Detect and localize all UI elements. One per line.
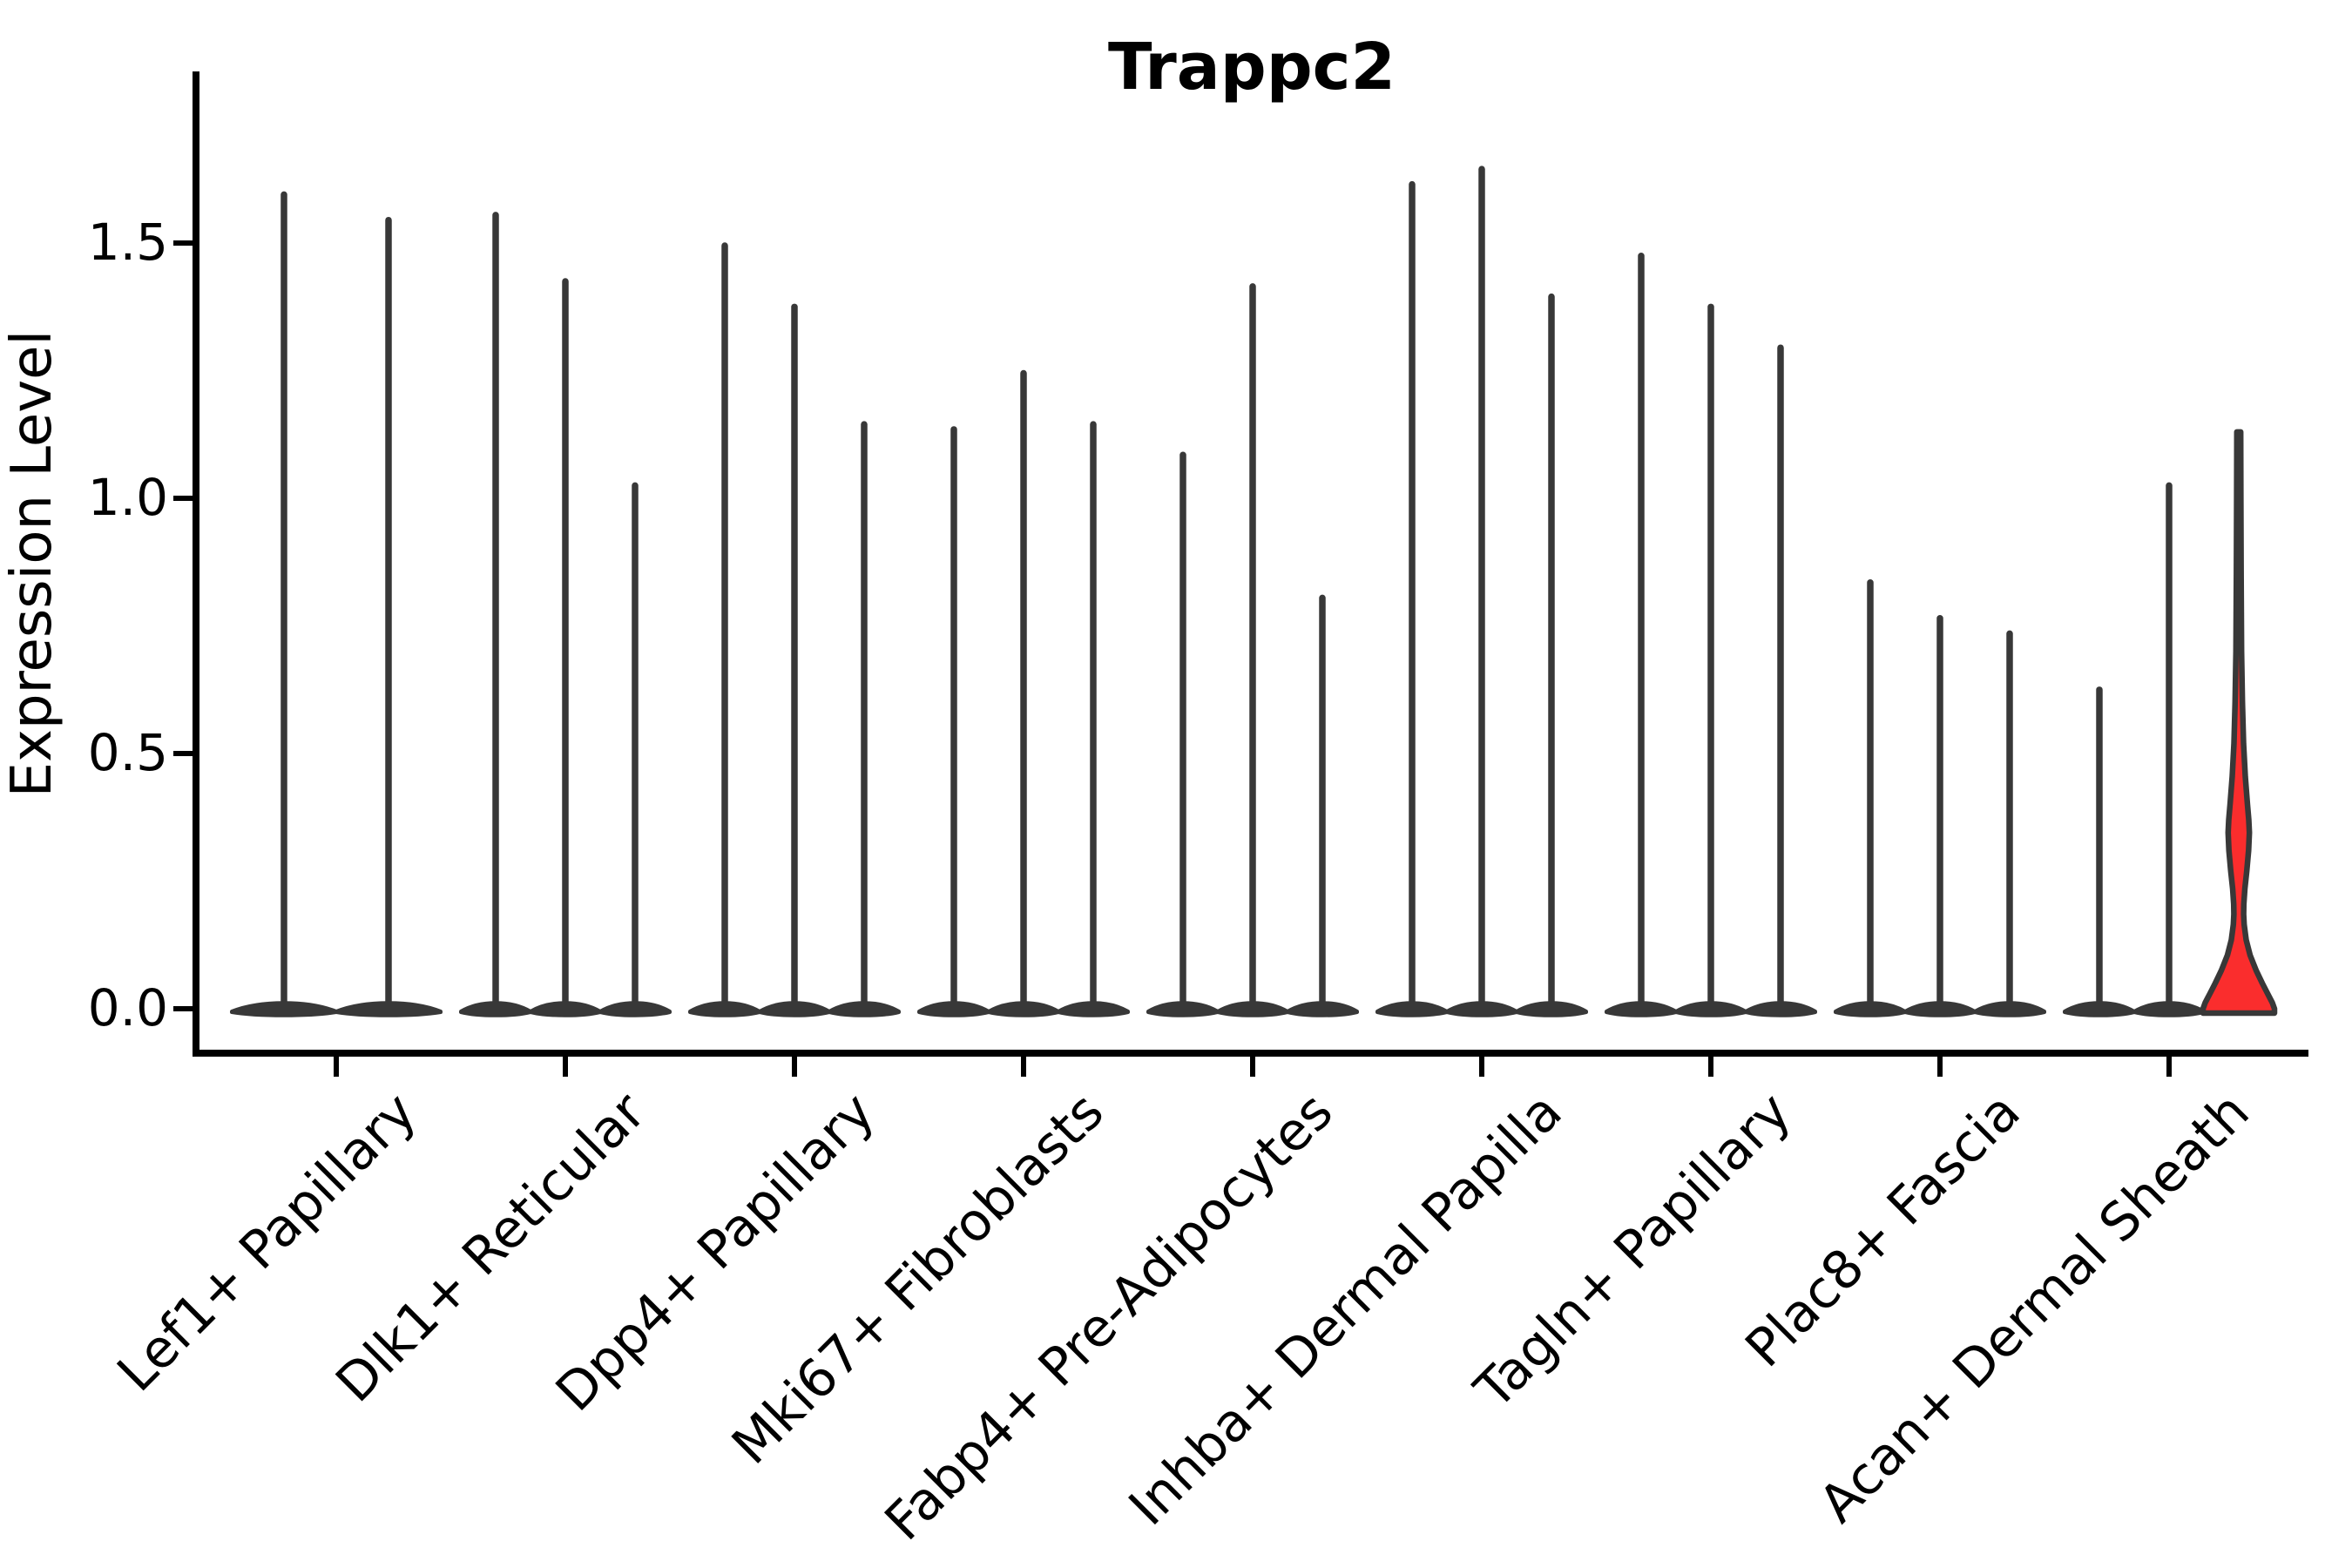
y-axis-label: Expression Level [0, 330, 64, 798]
violin-base [2132, 1001, 2206, 1017]
violin-base [688, 1001, 761, 1017]
violin-base [459, 1001, 532, 1017]
violin-base [230, 1001, 338, 1017]
violin-base [917, 1001, 990, 1017]
chart-title: Trappc2 [1108, 30, 1396, 105]
violin-base [1834, 1001, 1907, 1017]
violin-base [1605, 1001, 1678, 1017]
violin-base [1057, 1001, 1130, 1017]
violin-base [529, 1001, 602, 1017]
violin-layer [230, 166, 2278, 1017]
y-tick-label-1: 1.0 [88, 468, 168, 527]
x-tick-label-mki67: Mki67+ Fibroblasts [720, 1081, 1116, 1477]
violin-base [758, 1001, 831, 1017]
violin-base [1286, 1001, 1359, 1017]
violin-base [1903, 1001, 1977, 1017]
violin-base [1515, 1001, 1588, 1017]
y-tick-label-05: 0.5 [88, 723, 168, 782]
violin-base [598, 1001, 672, 1017]
axes-layer [173, 71, 2308, 1077]
violin-base [1146, 1001, 1220, 1017]
x-tick-label-fabp4: Fabp4+ Pre-Adipocytes [874, 1081, 1345, 1552]
violin-base [1216, 1001, 1289, 1017]
violin-base [828, 1001, 901, 1017]
y-tick-label-0: 0.0 [88, 978, 168, 1037]
violin-base [335, 1001, 443, 1017]
violin-base [987, 1001, 1060, 1017]
violin-base [2063, 1001, 2136, 1017]
violin-base [1674, 1001, 1747, 1017]
violin-base [1973, 1001, 2046, 1017]
violin-base [1744, 1001, 1817, 1017]
violin-base [1375, 1001, 1449, 1017]
highlight-violin [2200, 429, 2278, 1017]
violin-base [1445, 1001, 1518, 1017]
x-tick-label-acan: Acan+ Dermal Sheath [1808, 1081, 2261, 1535]
y-tick-label-15: 1.5 [88, 213, 168, 272]
x-tick-label-inhba: Inhba+ Dermal Papilla [1118, 1081, 1574, 1538]
